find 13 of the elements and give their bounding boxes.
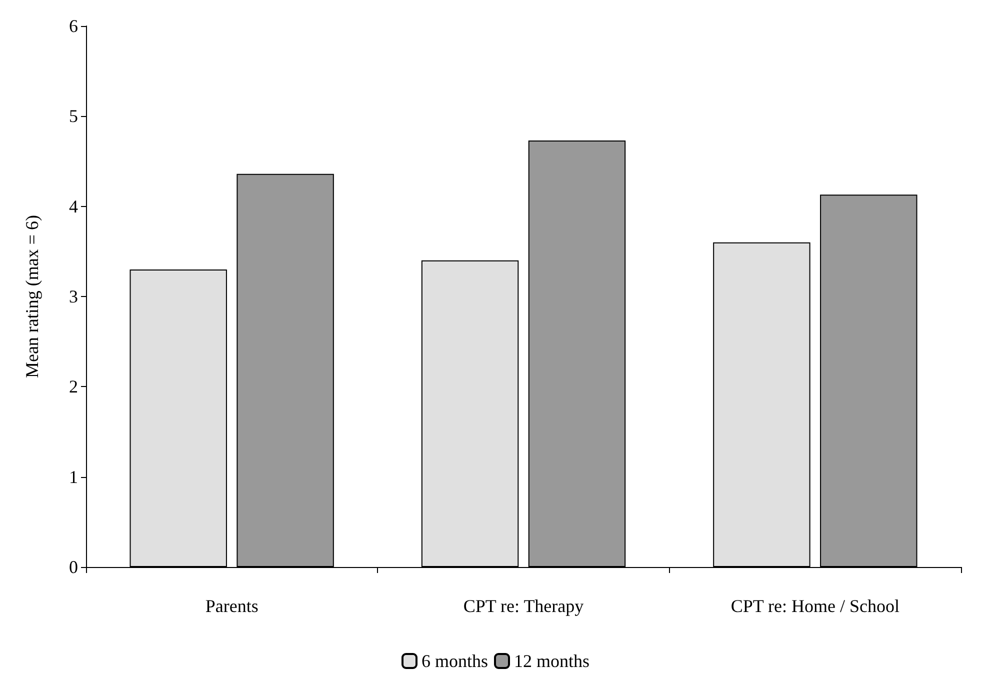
y-tick-label: 6 [69, 16, 78, 36]
y-tick-label: 0 [69, 557, 78, 577]
y-tick-label: 5 [69, 106, 78, 126]
x-tick-label: CPT re: Home / School [730, 596, 900, 616]
x-tick-label: CPT re: Therapy [463, 596, 584, 616]
y-tick-label: 1 [69, 466, 78, 487]
y-tick-label: 4 [69, 196, 78, 216]
legend-label: 6 months [421, 651, 488, 671]
legend-label: 12 months [514, 651, 590, 671]
y-tick-label: 3 [69, 286, 78, 306]
x-tick-label: Parents [205, 596, 258, 616]
y-tick-label: 2 [69, 376, 78, 397]
y-axis-title: Mean rating (max = 6) [22, 214, 42, 378]
